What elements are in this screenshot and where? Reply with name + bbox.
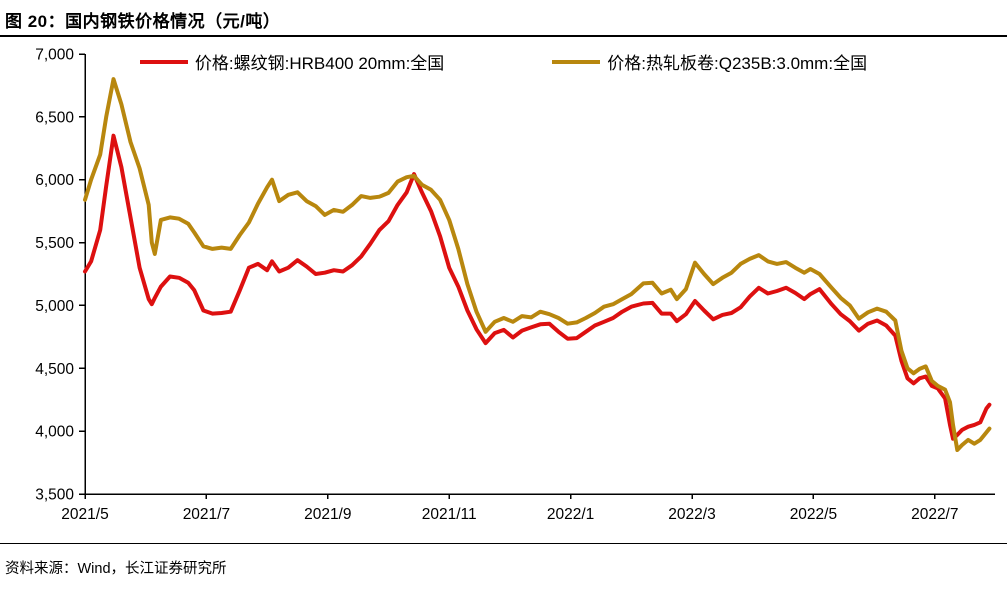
x-tick-label: 2021/7 (183, 506, 230, 523)
figure-title: 图 20：国内钢铁价格情况（元/吨） (5, 12, 281, 31)
y-tick-label: 6,500 (35, 109, 74, 126)
y-tick-label: 3,500 (35, 487, 74, 504)
y-tick-label: 6,000 (35, 172, 74, 189)
y-tick-label: 5,000 (35, 298, 74, 315)
title-underline (0, 35, 1007, 37)
x-tick-label: 2022/5 (790, 506, 837, 523)
legend-item-hot-rolled: 价格:热轧板卷:Q235B:3.0mm:全国 (552, 49, 867, 74)
x-tick-label: 2022/7 (911, 506, 958, 523)
legend: 价格:螺纹钢:HRB400 20mm:全国 价格:热轧板卷:Q235B:3.0m… (0, 49, 1007, 74)
x-tick-label: 2022/3 (668, 506, 715, 523)
y-tick-label: 7,000 (35, 47, 74, 64)
y-tick-label: 4,500 (35, 361, 74, 378)
rebar-line-swatch (139, 59, 188, 64)
source-note: 资料来源：Wind，长江证券研究所 (5, 561, 227, 577)
legend-label-hot-rolled: 价格:热轧板卷:Q235B:3.0mm:全国 (607, 54, 868, 73)
hot-rolled-line-swatch (552, 59, 601, 64)
x-tick-label: 2021/9 (304, 506, 351, 523)
y-tick-label: 4,000 (35, 424, 74, 441)
footer-divider (0, 543, 1007, 544)
x-tick-label: 2021/11 (422, 506, 477, 523)
y-tick-label: 5,500 (35, 235, 74, 252)
x-tick-label: 2021/5 (61, 506, 108, 523)
legend-item-rebar: 价格:螺纹钢:HRB400 20mm:全国 (139, 49, 445, 74)
hot-rolled-price-line (83, 77, 992, 452)
legend-label-rebar: 价格:螺纹钢:HRB400 20mm:全国 (194, 54, 445, 73)
x-tick-label: 2022/1 (547, 506, 594, 523)
rebar-price-line (83, 133, 992, 441)
